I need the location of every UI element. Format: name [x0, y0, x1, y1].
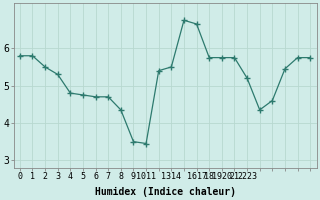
X-axis label: Humidex (Indice chaleur): Humidex (Indice chaleur) — [94, 186, 236, 197]
